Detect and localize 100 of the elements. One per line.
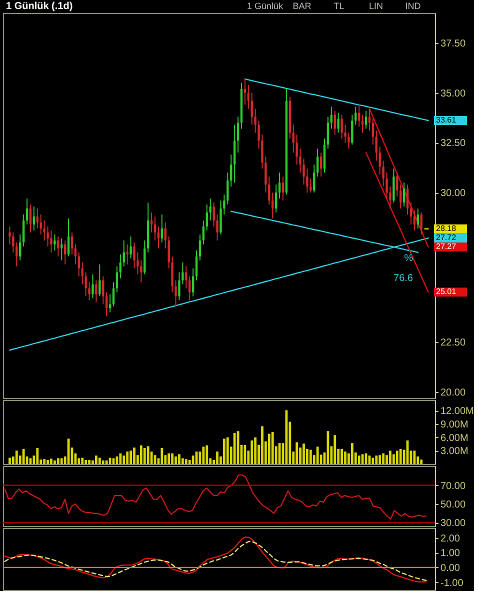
candlestick (116, 266, 118, 293)
bar (261, 426, 264, 464)
candlestick (313, 164, 316, 194)
data-label: 25.01 (436, 287, 457, 296)
bar (392, 454, 395, 464)
bar (119, 453, 122, 464)
bar (233, 432, 236, 464)
candlestick (160, 214, 164, 243)
candlestick (102, 276, 104, 305)
bar (378, 455, 382, 464)
candlestick (206, 204, 208, 231)
candlestick (392, 168, 395, 204)
candlestick (209, 198, 212, 221)
y-tick-label: 35.00 (440, 88, 466, 100)
candlestick (78, 252, 80, 277)
candlestick (60, 238, 63, 261)
bar (372, 458, 374, 464)
candlestick (67, 218, 70, 257)
candlestick (226, 172, 229, 206)
bar (202, 446, 205, 464)
line-series (368, 108, 429, 248)
bar (81, 458, 84, 464)
y-tick-label: 12.00M (440, 406, 474, 418)
candlestick (40, 214, 42, 235)
data-label: 33.61 (436, 116, 457, 125)
bar (56, 458, 60, 464)
bar (250, 440, 254, 464)
bar (168, 453, 170, 464)
candlestick (400, 184, 402, 209)
bar (8, 458, 11, 464)
candlestick (26, 198, 28, 225)
bar (98, 458, 101, 464)
bar (43, 459, 46, 464)
data-label: 27.27 (436, 242, 457, 251)
bar (226, 437, 229, 464)
line-series (4, 474, 427, 520)
y-tick-label: 9.00M (440, 420, 468, 430)
y-tick-label: 6.00M (440, 432, 468, 444)
candlestick (413, 210, 416, 231)
candlestick (126, 244, 128, 265)
bar (192, 456, 194, 464)
bar (216, 452, 218, 464)
bar (122, 456, 126, 464)
candlestick (396, 172, 398, 198)
y-tick-label: 70.00 (440, 480, 466, 492)
candlestick (130, 236, 132, 259)
y-tick-label: 1.00 (440, 548, 460, 560)
y-tick-label: 30.00 (440, 518, 466, 530)
bar (340, 448, 343, 464)
bar (50, 458, 52, 464)
bar (350, 443, 354, 464)
candlestick (282, 176, 284, 202)
data-label: 27.72 (436, 233, 457, 242)
annotation: % (404, 252, 414, 264)
candlestick (81, 262, 84, 285)
candlestick (410, 202, 412, 225)
bar (174, 456, 177, 464)
candlestick (372, 118, 374, 146)
bar (206, 445, 208, 464)
candlestick (98, 264, 101, 297)
y-tick-label: 30.00 (440, 188, 466, 200)
candlestick (198, 234, 202, 261)
candlestick (368, 108, 371, 132)
text: TL (334, 1, 344, 11)
candlestick (334, 110, 336, 136)
bar (178, 454, 180, 464)
bar (254, 437, 257, 464)
text: BAR (292, 1, 312, 11)
bar (84, 460, 88, 464)
y-tick-label: 0.00 (440, 562, 460, 574)
candlestick (274, 184, 278, 213)
candlestick (188, 276, 191, 301)
candlestick (326, 116, 330, 150)
candlestick (340, 114, 343, 140)
bar (46, 460, 49, 464)
bar (399, 448, 402, 464)
candlestick (57, 236, 60, 257)
bar (413, 450, 416, 464)
bar (271, 432, 274, 464)
bar (143, 448, 146, 464)
candlestick (19, 234, 22, 261)
candlestick (54, 234, 56, 251)
candlestick (202, 220, 205, 245)
chart-title: 1 Günlük (.1d) (6, 1, 73, 12)
candlestick (192, 268, 194, 297)
bar (334, 435, 336, 464)
bar (420, 460, 423, 464)
candlestick (22, 214, 25, 247)
candlestick (310, 178, 312, 194)
bar (171, 453, 174, 464)
bar (146, 446, 150, 464)
candlestick (185, 266, 188, 289)
bar (126, 452, 129, 464)
candlestick (278, 172, 281, 200)
candlestick (32, 206, 36, 231)
bar (60, 458, 63, 464)
candlestick (122, 240, 125, 267)
bar (302, 444, 305, 464)
candlestick (144, 240, 146, 275)
candlestick (236, 116, 240, 154)
